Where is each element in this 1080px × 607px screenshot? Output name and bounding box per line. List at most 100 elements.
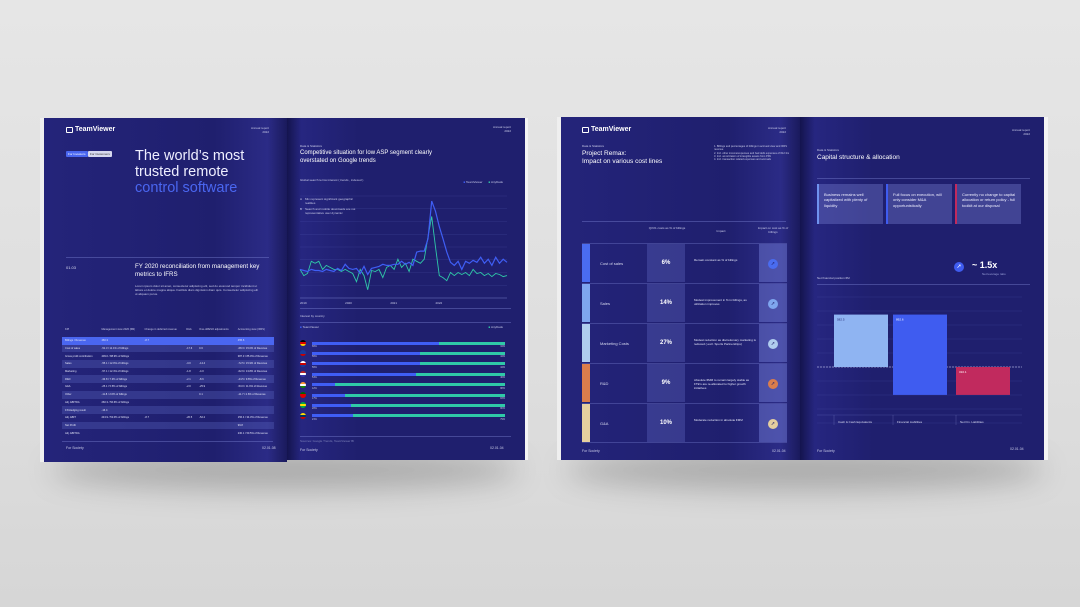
net-financial-position-chart: 582.5 Cash & Cash Equivalents 892.6 Financi…	[817, 296, 1022, 425]
waterfall-bar	[893, 314, 947, 395]
divider	[62, 441, 273, 442]
chart-legend: ■ TeamViewer ■ AnyDesk	[463, 180, 504, 185]
page-number: 02.01.04	[490, 446, 504, 450]
table-cell: Gross profit contribution	[65, 354, 93, 358]
cost-line-row: R&D 9% Absolute €MM to remain largely stab…	[582, 363, 787, 402]
stacked-bar	[312, 351, 505, 355]
table-cell	[196, 337, 235, 345]
table-cell: -25.9	[199, 385, 206, 389]
series-line-anydesk	[299, 216, 508, 290]
x-tick-label: 2020	[345, 301, 352, 305]
bar-segment-anydesk	[352, 414, 505, 418]
table-cell	[141, 344, 184, 353]
table-row: Adj. EBITDA 260.3 / 56.6% of billings	[62, 399, 274, 407]
flag-icon-portugal	[300, 392, 306, 398]
table-row: Cost of sales -51.3 / 11.1% of billings -1…	[62, 344, 274, 353]
report-label-text: Annual report	[492, 125, 511, 129]
table-cell: -4.0	[199, 370, 204, 374]
table-cell: 230.1 / 50.5% of Revenue	[237, 431, 268, 435]
table-cell	[141, 390, 184, 399]
column-header: Change in deferred revenue	[144, 328, 177, 331]
table-cell	[141, 360, 184, 368]
country-bar-row: 56% 44%	[297, 360, 505, 371]
capital-page: Annual report 2022 Data & Statistics Capi…	[800, 117, 1048, 460]
table-cell: Adj. EBITDA	[65, 431, 80, 435]
page-number: 02.01.04	[772, 449, 786, 453]
reconciliation-table: KPI Management view 2020 (€M) Change in de…	[62, 322, 274, 437]
footer-label: For Society	[66, 446, 84, 450]
value-label-teamviewer: 17%	[312, 397, 317, 400]
country-bar-row: 21% 79%	[297, 412, 505, 423]
impact-icon-cell: ➚	[759, 404, 787, 442]
divider	[582, 221, 786, 222]
flag-icon-united-kingdom	[300, 360, 306, 367]
table-cell: Cost of sales	[62, 344, 99, 353]
cost-pct-value: 9%	[647, 364, 685, 402]
stacked-bar	[312, 414, 505, 418]
cost-line-label: Cost of sales	[600, 261, 624, 266]
country-legend-anydesk: ■ AnyDesk	[488, 325, 504, 329]
cost-line-label: Sales	[600, 301, 611, 306]
column-header: One-off/ESO adjustments	[199, 328, 229, 331]
teamviewer-logo: TeamViewer	[66, 126, 115, 133]
country-bar-row: 66% 34%	[297, 340, 505, 350]
footer-label: For Society	[817, 449, 835, 453]
category-color-strip	[582, 404, 590, 442]
bar-segment-anydesk	[416, 372, 505, 376]
bar-segment-teamviewer	[312, 393, 345, 397]
logo-text: TeamViewer	[591, 126, 632, 133]
category-color-strip	[582, 324, 590, 362]
value-label-anydesk: 79%	[500, 417, 505, 421]
allocation-card: Currently no change to capital allocatio…	[955, 184, 1021, 224]
table-cell	[141, 375, 184, 384]
impact-icon-cell: ➚	[759, 364, 787, 402]
country-chart-title: Interest by country	[300, 314, 325, 318]
cost-pct-value: 10%	[647, 404, 685, 442]
legend-anydesk: ■ AnyDesk	[488, 180, 504, 184]
page-title: Project Remax: Impact on various cost lin…	[582, 150, 662, 166]
bar-segment-anydesk	[420, 351, 505, 355]
table-cell: R&D	[62, 375, 99, 384]
footnote: 2. Incl. other income/expenses and bad d…	[714, 151, 790, 155]
cost-line-label: Marketing Costs	[600, 341, 629, 346]
column-header-costs: Q3'21 costs as % of billings	[648, 226, 686, 230]
value-label-teamviewer: 12%	[312, 386, 317, 390]
stacked-bar	[312, 362, 505, 366]
table-cell: 243.9 / 53.0% of billings	[101, 416, 130, 420]
tag-customers[interactable]: For Customers	[88, 151, 112, 157]
country-bar-row: 20% 80%	[297, 402, 505, 412]
stacked-bar	[312, 341, 505, 345]
category-color-strip	[582, 364, 590, 402]
x-tick-label: 2021	[390, 301, 397, 305]
impact-text: Modest improvement in % in billings, as …	[694, 298, 747, 306]
table-cell	[142, 383, 184, 391]
column-header: KPI	[65, 328, 70, 331]
table-cell: -53.0 / 11.6% of Revenue	[237, 385, 268, 389]
section-number: 01.03	[66, 265, 77, 270]
cost-pct-value: 14%	[647, 284, 685, 322]
chart-notes: A Mix represent significant geographic re…	[300, 197, 360, 216]
cost-lines-table: Cost of sales 6% Remain constant as % of b…	[582, 243, 787, 443]
category-color-strip	[582, 244, 590, 282]
page-number: 02.01.08	[262, 446, 276, 450]
cost-pct-value: 27%	[647, 324, 685, 362]
cover-headline: The world’s most trusted remote control …	[135, 148, 244, 196]
impact-text: Remain constant as % of billings	[694, 258, 738, 262]
column-header-impact-pct: Impact on cost as % of billings	[757, 226, 789, 234]
table-cell: 460.3	[98, 337, 142, 345]
table-cell: -33.8 / 7.3% of billings	[98, 375, 142, 384]
column-header: Management view 2020 (€M)	[101, 328, 136, 331]
table-cell	[183, 406, 197, 414]
tag-investors[interactable]: For Investors	[66, 151, 88, 157]
footer-label: For Society	[582, 449, 600, 453]
x-tick-label: 2019	[300, 301, 307, 305]
flag-icon-united-states	[300, 371, 306, 378]
flag-icon-brazil	[300, 402, 306, 409]
category-label: Financial Liabilities	[897, 420, 923, 424]
table-cell	[196, 421, 235, 430]
note-text: Mix represent significant geographic rea…	[305, 197, 354, 205]
table-cell	[183, 421, 197, 430]
divider	[300, 322, 511, 323]
arrow-down-right-icon: ➚	[768, 419, 778, 429]
report-label-text: Annual report	[1011, 128, 1030, 132]
